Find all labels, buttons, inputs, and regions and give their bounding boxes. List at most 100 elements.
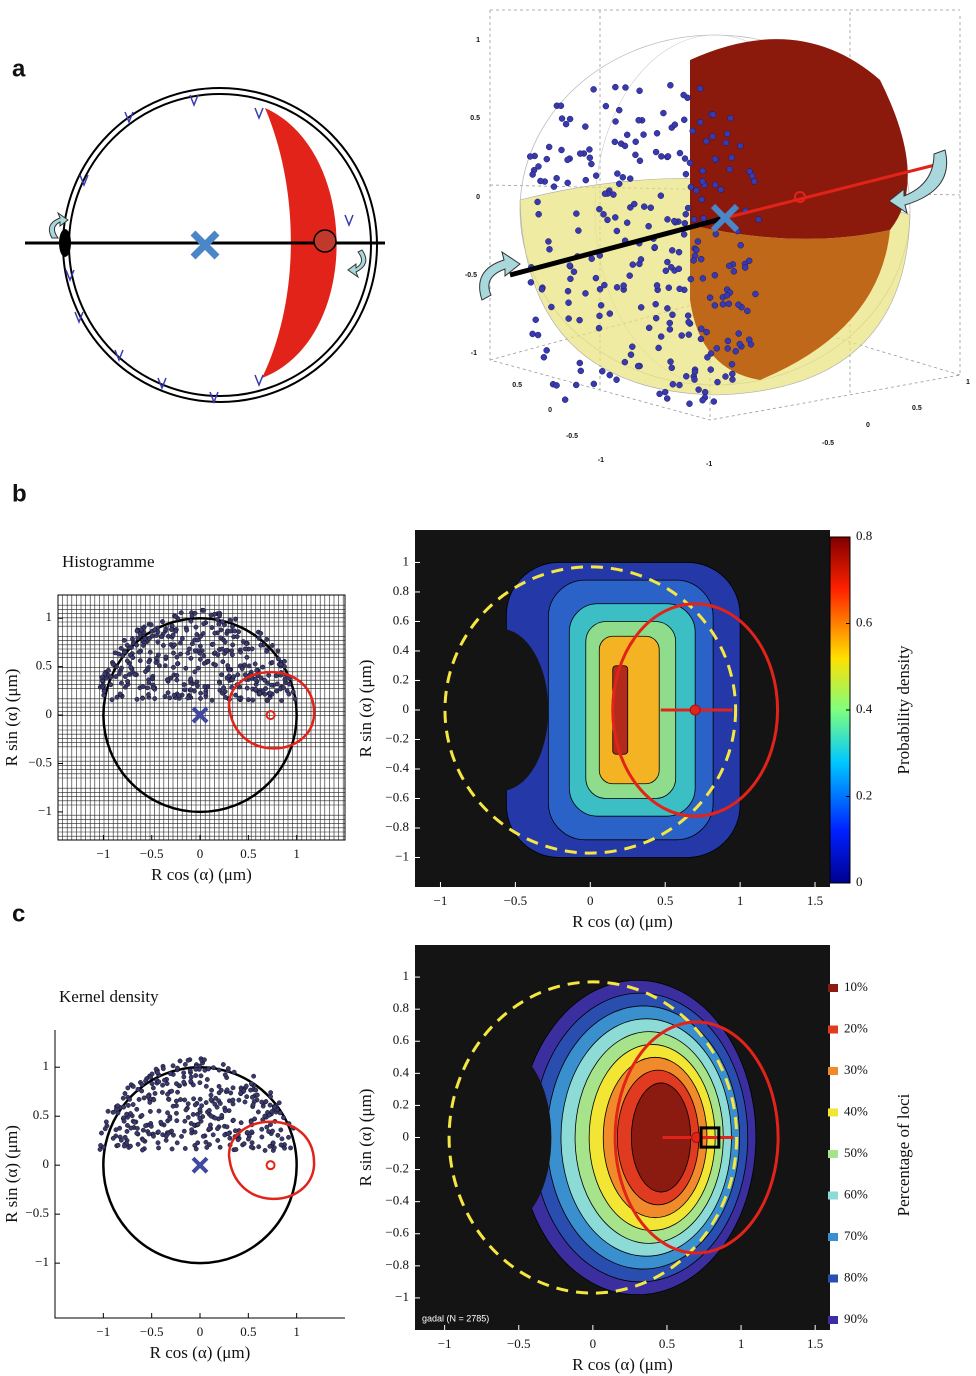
locus-dot: [231, 1118, 235, 1122]
colorbar-tick-label: 0: [856, 874, 863, 889]
locus-dot: [219, 636, 223, 640]
locus-dot: [699, 178, 705, 184]
locus-dot: [271, 1141, 275, 1145]
locus-dot: [190, 641, 194, 645]
locus-dot: [223, 689, 227, 693]
locus-dot: [175, 1090, 179, 1094]
locus-dot: [746, 337, 752, 343]
locus-dot: [141, 1128, 145, 1132]
locus-dot: [664, 305, 670, 311]
locus-dot: [270, 660, 274, 664]
locus-dot: [270, 643, 274, 647]
locus-dot: [131, 655, 135, 659]
locus-dot: [229, 629, 233, 633]
locus-dot: [535, 163, 541, 169]
z-tick-label: -1: [471, 350, 477, 357]
locus-dot: [712, 272, 718, 278]
locus-dot: [622, 143, 628, 149]
locus-dot: [121, 1096, 125, 1100]
y-tick-label: −0.6: [385, 1225, 409, 1240]
locus-dot: [683, 211, 689, 217]
locus-dot: [660, 110, 666, 116]
locus-dot: [109, 682, 113, 686]
locus-dot: [209, 613, 213, 617]
locus-dot: [562, 397, 568, 403]
locus-dot: [665, 153, 671, 159]
locus-dot: [257, 636, 261, 640]
locus-dot: [223, 1073, 227, 1077]
locus-dot: [693, 188, 699, 194]
locus-dot: [554, 175, 560, 181]
locus-dot: [220, 620, 224, 624]
locus-dot: [206, 1067, 210, 1071]
locus-dot: [249, 1145, 253, 1149]
locus-dot: [135, 629, 139, 633]
locus-dot: [253, 677, 257, 681]
locus-dot: [669, 365, 675, 371]
locus-dot: [228, 618, 232, 622]
locus-dot: [263, 692, 267, 696]
legend-swatch: [828, 1316, 838, 1324]
locus-dot: [136, 636, 140, 640]
x-tick-label: −0.5: [140, 1324, 164, 1339]
locus-dot: [141, 1138, 145, 1142]
locus-dot: [253, 662, 257, 666]
locus-dot: [148, 650, 152, 654]
locus-dot: [707, 295, 713, 301]
locus-dot: [575, 228, 581, 234]
x-tick-label: 1.5: [807, 1336, 823, 1351]
locus-dot: [238, 650, 242, 654]
legend-label: 70%: [844, 1228, 868, 1243]
locus-dot: [653, 301, 659, 307]
locus-dot: [597, 313, 603, 319]
locus-dot: [168, 696, 172, 700]
x-axis-label: R cos (α) (μm): [572, 1355, 673, 1374]
locus-dot: [207, 1108, 211, 1112]
locus-dot: [184, 1108, 188, 1112]
locus-dot: [233, 1129, 237, 1133]
locus-dot: [535, 332, 541, 338]
locus-dot: [258, 691, 262, 695]
legend-label: 90%: [844, 1311, 868, 1326]
locus-dot: [119, 666, 123, 670]
locus-dot: [215, 617, 219, 621]
locus-dot: [171, 1104, 175, 1108]
y-tick-label: -1: [598, 457, 604, 464]
locus-dot: [725, 345, 731, 351]
locus-dot: [160, 1083, 164, 1087]
locus-dot: [140, 696, 144, 700]
locus-dot: [277, 1101, 281, 1105]
locus-dot: [563, 121, 569, 127]
locus-dot: [182, 1129, 186, 1133]
x-tick-label: 1: [738, 1336, 745, 1351]
locus-dot: [700, 275, 706, 281]
locus-dot: [185, 628, 189, 632]
y-tick-label: −0.8: [385, 1257, 409, 1272]
locus-dot: [205, 1077, 209, 1081]
locus-dot: [573, 211, 579, 217]
locus-dot: [188, 1068, 192, 1072]
locus-dot: [633, 139, 639, 145]
locus-dot: [228, 1136, 232, 1140]
locus-dot: [171, 1133, 175, 1137]
locus-dot: [111, 1136, 115, 1140]
locus-dot: [671, 218, 677, 224]
legend-label: 30%: [844, 1062, 868, 1077]
locus-dot: [236, 630, 240, 634]
locus-dot: [250, 647, 254, 651]
x-tick-label: −0.5: [507, 1336, 531, 1351]
locus-dot: [578, 368, 584, 374]
locus-dot: [217, 1084, 221, 1088]
locus-dot: [276, 649, 280, 653]
locus-dot: [244, 1094, 248, 1098]
locus-dot: [170, 1147, 174, 1151]
locus-dot: [226, 1066, 230, 1070]
dark-notch: [457, 1049, 552, 1225]
locus-dot: [692, 377, 698, 383]
y-tick-label: 0.8: [393, 583, 409, 598]
locus-dot: [691, 257, 697, 263]
locus-dot: [244, 1084, 248, 1088]
locus-dot: [186, 696, 190, 700]
locus-dot: [125, 659, 129, 663]
locus-dot: [231, 1086, 235, 1090]
